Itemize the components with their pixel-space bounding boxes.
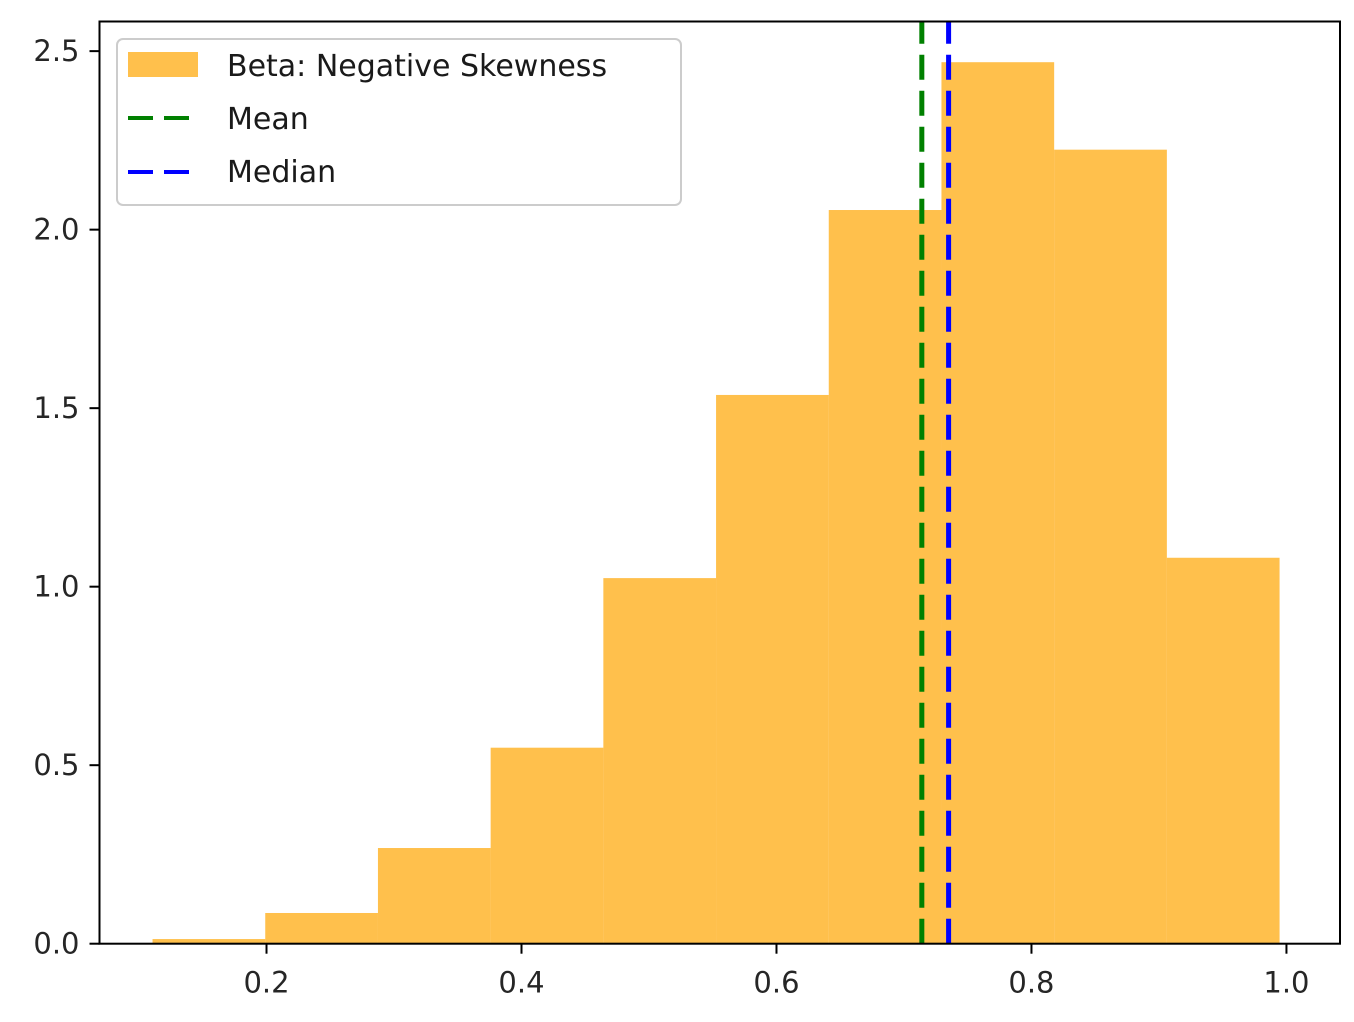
histogram-bar (152, 939, 266, 944)
histogram-bar (828, 210, 942, 944)
histogram-bars (152, 62, 1280, 944)
y-tick-label: 2.0 (33, 213, 79, 247)
x-tick-label: 1.0 (1263, 966, 1309, 1000)
y-tick-label: 1.5 (33, 391, 79, 425)
x-tick-label: 0.4 (498, 966, 544, 1000)
legend-swatch-histogram (128, 52, 198, 77)
y-tick-label: 2.5 (33, 34, 79, 68)
legend-label-histogram: Beta: Negative Skewness (227, 49, 607, 84)
axes-frame (98, 20, 1341, 945)
y-tick-label: 0.5 (33, 748, 79, 782)
histogram-bar (1054, 149, 1167, 944)
x-axis-ticks: 0.2 0.4 0.6 0.8 1.0 (243, 943, 1310, 1000)
histogram-bar (603, 578, 717, 944)
x-tick-label: 0.6 (753, 966, 799, 1000)
histogram-bar (716, 394, 829, 944)
histogram-bar (377, 848, 491, 944)
histogram-bar (265, 912, 378, 944)
y-tick-label: 1.0 (33, 570, 79, 604)
x-tick-label: 0.2 (243, 966, 289, 1000)
y-axis-ticks: 0.0 0.5 1.0 1.5 2.0 2.5 (33, 34, 100, 961)
y-tick-label: 0.0 (33, 927, 79, 961)
legend-label-mean: Mean (227, 102, 309, 137)
histogram-bar (941, 62, 1055, 944)
reference-lines (919, 21, 952, 944)
legend: Beta: Negative Skewness Mean Median (116, 38, 682, 206)
histogram-bar (1166, 557, 1280, 944)
x-tick-label: 0.8 (1008, 966, 1054, 1000)
legend-box (116, 38, 682, 206)
legend-label-median: Median (227, 155, 336, 190)
histogram-bar (490, 747, 604, 944)
